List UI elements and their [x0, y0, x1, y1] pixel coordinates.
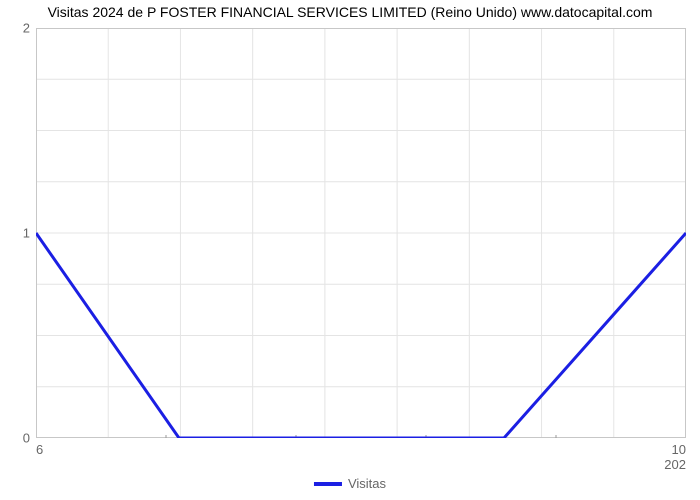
chart-title: Visitas 2024 de P FOSTER FINANCIAL SERVI… — [0, 4, 700, 20]
plot-area — [36, 28, 686, 438]
legend: Visitas — [314, 476, 386, 491]
x-tick-1: 10 — [672, 442, 686, 457]
x-tick-0: 6 — [36, 442, 43, 457]
y-tick-2: 2 — [0, 21, 30, 36]
y-tick-1: 1 — [0, 226, 30, 241]
plot-svg — [36, 28, 686, 438]
x-sub-label: 202 — [664, 457, 686, 472]
chart-container: Visitas 2024 de P FOSTER FINANCIAL SERVI… — [0, 0, 700, 500]
legend-swatch — [314, 482, 342, 486]
legend-label: Visitas — [348, 476, 386, 491]
y-tick-0: 0 — [0, 431, 30, 446]
